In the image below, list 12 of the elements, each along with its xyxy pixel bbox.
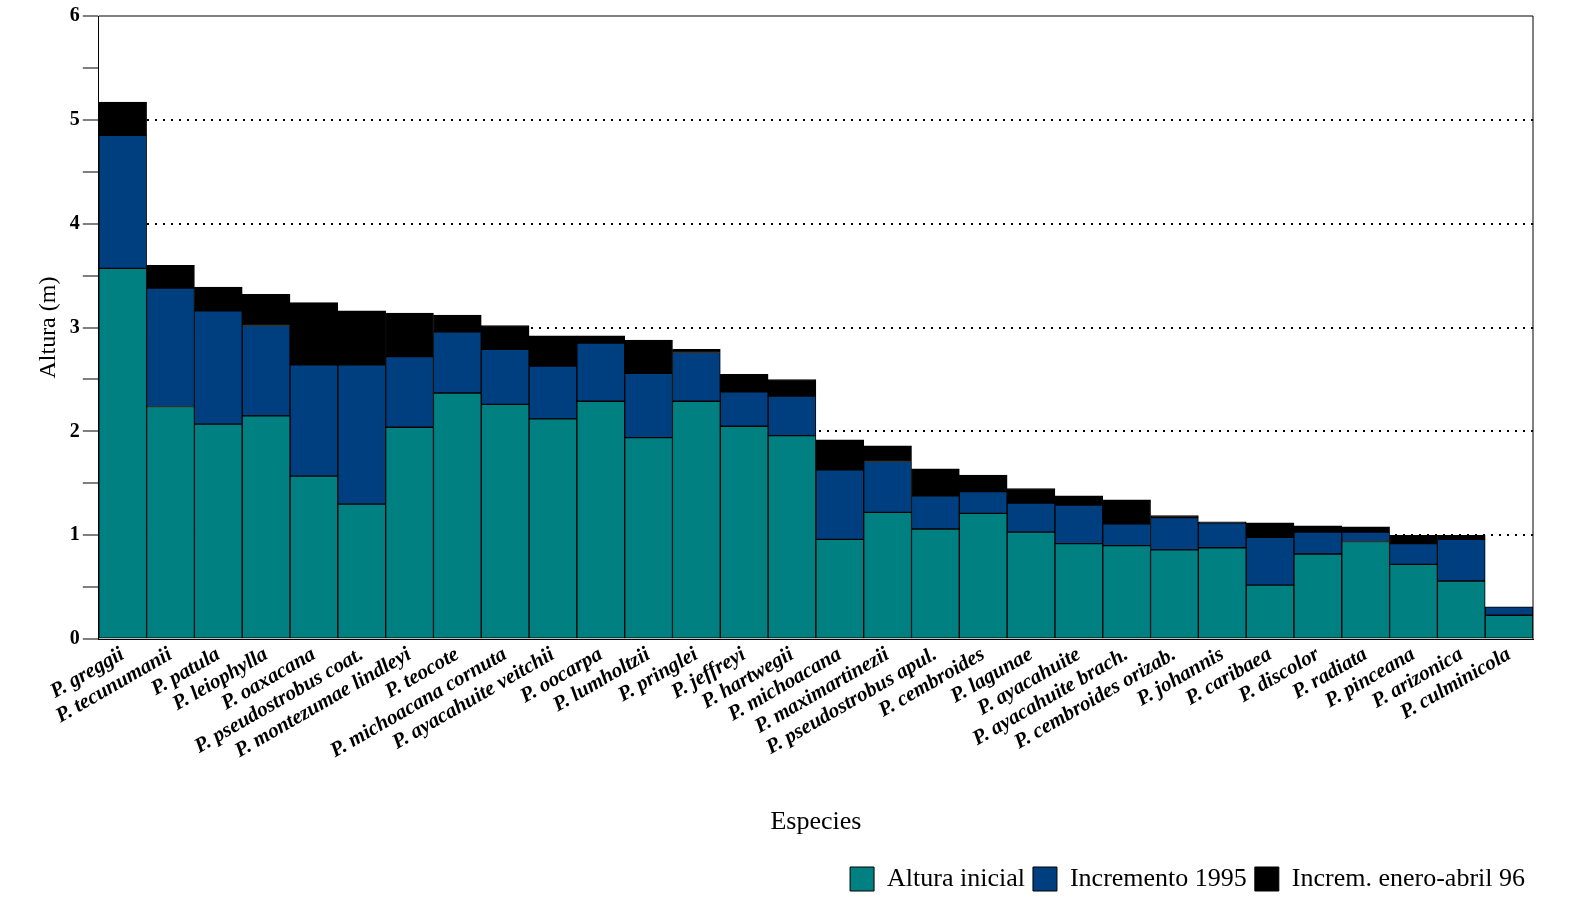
legend-label: Increm. enero-abril 96 [1291,862,1526,892]
x-axis-title: Especies [770,806,862,836]
y-tick-label: 4 [69,210,80,233]
y-tick-label: 1 [69,522,80,545]
y-tick-label: 6 [69,3,80,26]
y-axis-title: Altura (m) [33,276,60,379]
legend-label: Altura inicial [887,862,1025,892]
y-tick-label: 2 [69,418,80,441]
y-tick-label: 5 [69,107,80,130]
legend-label: Incremento 1995 [1069,862,1247,892]
y-tick-label: 3 [69,314,80,337]
y-tick-label: 0 [69,626,80,649]
